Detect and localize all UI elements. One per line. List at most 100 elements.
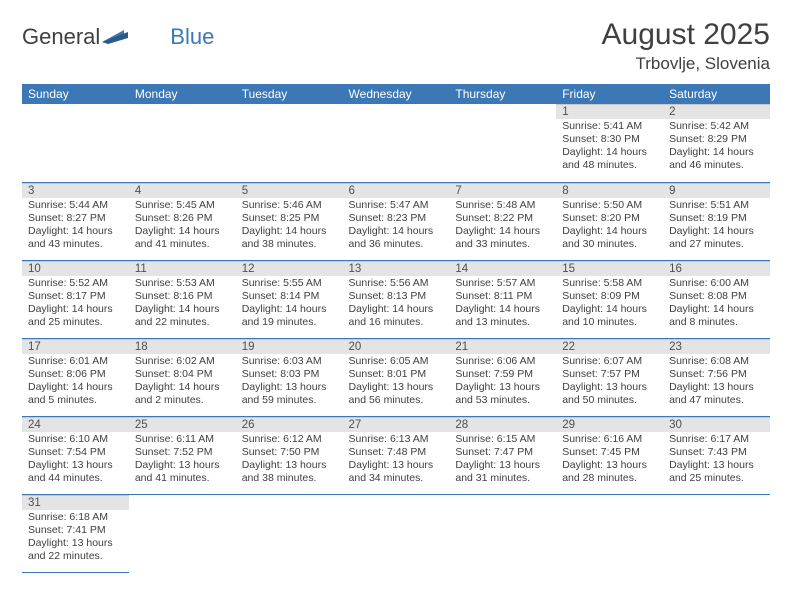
calendar-week-row: 1Sunrise: 5:41 AMSunset: 8:30 PMDaylight… — [22, 104, 770, 182]
day-content: Sunrise: 6:02 AMSunset: 8:04 PMDaylight:… — [129, 354, 236, 410]
day-number: 28 — [449, 417, 556, 432]
sunrise-text: Sunrise: 6:16 AM — [562, 433, 657, 446]
calendar-day-cell: 4Sunrise: 5:45 AMSunset: 8:26 PMDaylight… — [129, 182, 236, 260]
calendar-table: SundayMondayTuesdayWednesdayThursdayFrid… — [22, 84, 770, 573]
sunset-text: Sunset: 7:50 PM — [242, 446, 337, 459]
day-number: 4 — [129, 183, 236, 198]
calendar-day-cell: 22Sunrise: 6:07 AMSunset: 7:57 PMDayligh… — [556, 338, 663, 416]
day-content: Sunrise: 6:10 AMSunset: 7:54 PMDaylight:… — [22, 432, 129, 488]
daylight-text-2: and 46 minutes. — [669, 159, 764, 172]
sunset-text: Sunset: 8:14 PM — [242, 290, 337, 303]
calendar-day-cell: 9Sunrise: 5:51 AMSunset: 8:19 PMDaylight… — [663, 182, 770, 260]
sunrise-text: Sunrise: 6:03 AM — [242, 355, 337, 368]
weekday-header: Saturday — [663, 84, 770, 104]
day-number: 23 — [663, 339, 770, 354]
flag-icon — [102, 28, 128, 46]
day-content: Sunrise: 5:56 AMSunset: 8:13 PMDaylight:… — [343, 276, 450, 332]
sunset-text: Sunset: 8:27 PM — [28, 212, 123, 225]
day-number: 13 — [343, 261, 450, 276]
calendar-week-row: 3Sunrise: 5:44 AMSunset: 8:27 PMDaylight… — [22, 182, 770, 260]
daylight-text-2: and 48 minutes. — [562, 159, 657, 172]
day-content: Sunrise: 6:06 AMSunset: 7:59 PMDaylight:… — [449, 354, 556, 410]
daylight-text-2: and 47 minutes. — [669, 394, 764, 407]
logo: General Blue — [22, 24, 214, 50]
calendar-day-cell: 14Sunrise: 5:57 AMSunset: 8:11 PMDayligh… — [449, 260, 556, 338]
calendar-day-cell: 6Sunrise: 5:47 AMSunset: 8:23 PMDaylight… — [343, 182, 450, 260]
weekday-header: Monday — [129, 84, 236, 104]
daylight-text-1: Daylight: 14 hours — [669, 225, 764, 238]
calendar-day-cell: 11Sunrise: 5:53 AMSunset: 8:16 PMDayligh… — [129, 260, 236, 338]
day-number: 25 — [129, 417, 236, 432]
daylight-text-1: Daylight: 13 hours — [242, 459, 337, 472]
daylight-text-2: and 41 minutes. — [135, 472, 230, 485]
daylight-text-1: Daylight: 14 hours — [28, 381, 123, 394]
sunset-text: Sunset: 7:56 PM — [669, 368, 764, 381]
calendar-body: 1Sunrise: 5:41 AMSunset: 8:30 PMDaylight… — [22, 104, 770, 572]
daylight-text-2: and 28 minutes. — [562, 472, 657, 485]
sunrise-text: Sunrise: 5:50 AM — [562, 199, 657, 212]
sunrise-text: Sunrise: 5:44 AM — [28, 199, 123, 212]
daylight-text-2: and 59 minutes. — [242, 394, 337, 407]
day-number: 21 — [449, 339, 556, 354]
sunrise-text: Sunrise: 6:07 AM — [562, 355, 657, 368]
sunrise-text: Sunrise: 6:06 AM — [455, 355, 550, 368]
daylight-text-2: and 34 minutes. — [349, 472, 444, 485]
daylight-text-1: Daylight: 14 hours — [135, 225, 230, 238]
day-number: 17 — [22, 339, 129, 354]
day-number — [343, 495, 450, 510]
sunrise-text: Sunrise: 6:11 AM — [135, 433, 230, 446]
sunset-text: Sunset: 7:43 PM — [669, 446, 764, 459]
header: General Blue August 2025 Trbovlje, Slove… — [22, 18, 770, 74]
day-number: 14 — [449, 261, 556, 276]
sunrise-text: Sunrise: 6:01 AM — [28, 355, 123, 368]
day-number: 19 — [236, 339, 343, 354]
sunset-text: Sunset: 8:08 PM — [669, 290, 764, 303]
daylight-text-2: and 41 minutes. — [135, 238, 230, 251]
day-content: Sunrise: 6:03 AMSunset: 8:03 PMDaylight:… — [236, 354, 343, 410]
daylight-text-2: and 22 minutes. — [28, 550, 123, 563]
logo-text-blue: Blue — [170, 24, 214, 50]
daylight-text-2: and 25 minutes. — [669, 472, 764, 485]
day-number: 22 — [556, 339, 663, 354]
daylight-text-1: Daylight: 13 hours — [242, 381, 337, 394]
sunset-text: Sunset: 8:17 PM — [28, 290, 123, 303]
day-content: Sunrise: 6:00 AMSunset: 8:08 PMDaylight:… — [663, 276, 770, 332]
weekday-header: Tuesday — [236, 84, 343, 104]
sunset-text: Sunset: 8:29 PM — [669, 133, 764, 146]
day-content: Sunrise: 5:46 AMSunset: 8:25 PMDaylight:… — [236, 198, 343, 254]
sunset-text: Sunset: 8:20 PM — [562, 212, 657, 225]
daylight-text-1: Daylight: 14 hours — [135, 303, 230, 316]
day-content: Sunrise: 5:57 AMSunset: 8:11 PMDaylight:… — [449, 276, 556, 332]
daylight-text-1: Daylight: 13 hours — [28, 537, 123, 550]
daylight-text-2: and 13 minutes. — [455, 316, 550, 329]
calendar-day-cell: 21Sunrise: 6:06 AMSunset: 7:59 PMDayligh… — [449, 338, 556, 416]
calendar-empty-cell — [343, 104, 450, 182]
daylight-text-2: and 27 minutes. — [669, 238, 764, 251]
day-content: Sunrise: 6:08 AMSunset: 7:56 PMDaylight:… — [663, 354, 770, 410]
day-content: Sunrise: 5:55 AMSunset: 8:14 PMDaylight:… — [236, 276, 343, 332]
sunset-text: Sunset: 8:04 PM — [135, 368, 230, 381]
sunrise-text: Sunrise: 6:13 AM — [349, 433, 444, 446]
day-number: 30 — [663, 417, 770, 432]
day-number — [343, 104, 450, 119]
calendar-week-row: 24Sunrise: 6:10 AMSunset: 7:54 PMDayligh… — [22, 416, 770, 494]
calendar-empty-cell — [449, 104, 556, 182]
daylight-text-2: and 25 minutes. — [28, 316, 123, 329]
daylight-text-1: Daylight: 13 hours — [349, 381, 444, 394]
day-number: 18 — [129, 339, 236, 354]
calendar-day-cell: 1Sunrise: 5:41 AMSunset: 8:30 PMDaylight… — [556, 104, 663, 182]
daylight-text-2: and 38 minutes. — [242, 238, 337, 251]
calendar-empty-cell — [236, 494, 343, 572]
daylight-text-2: and 10 minutes. — [562, 316, 657, 329]
logo-text-general: General — [22, 24, 100, 50]
sunset-text: Sunset: 8:01 PM — [349, 368, 444, 381]
sunrise-text: Sunrise: 5:48 AM — [455, 199, 550, 212]
day-content: Sunrise: 5:48 AMSunset: 8:22 PMDaylight:… — [449, 198, 556, 254]
day-content: Sunrise: 5:50 AMSunset: 8:20 PMDaylight:… — [556, 198, 663, 254]
day-content: Sunrise: 6:07 AMSunset: 7:57 PMDaylight:… — [556, 354, 663, 410]
day-number: 10 — [22, 261, 129, 276]
sunset-text: Sunset: 8:25 PM — [242, 212, 337, 225]
sunrise-text: Sunrise: 5:55 AM — [242, 277, 337, 290]
day-number: 27 — [343, 417, 450, 432]
calendar-day-cell: 3Sunrise: 5:44 AMSunset: 8:27 PMDaylight… — [22, 182, 129, 260]
